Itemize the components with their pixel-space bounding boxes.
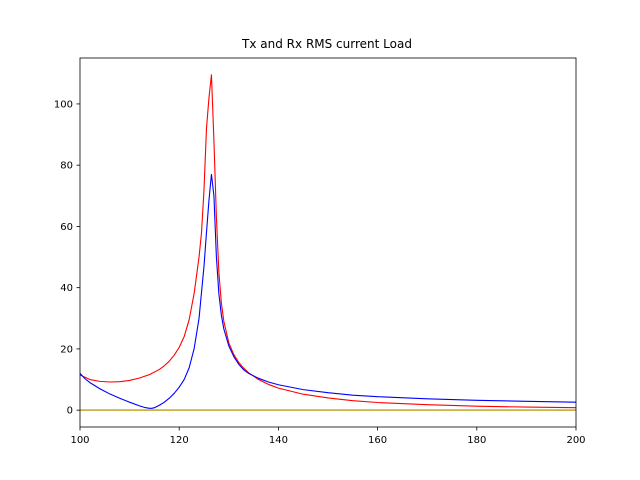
axes-frame <box>79 57 577 428</box>
y-tick-label: 80 <box>60 161 73 172</box>
series-line-1 <box>80 74 576 409</box>
y-tick-label: 60 <box>60 222 73 233</box>
x-tick-label: 140 <box>269 435 288 446</box>
x-tick-label: 180 <box>467 435 486 446</box>
x-tick-label: 160 <box>368 435 387 446</box>
series-line-2 <box>80 173 576 409</box>
plot-area: 100 120 140 160 180 200 0 20 40 60 80 100 <box>54 57 586 446</box>
y-tick-label: 40 <box>60 283 73 294</box>
x-tick-label: 200 <box>566 435 585 446</box>
chart-title: Tx and Rx RMS current Load <box>241 37 412 51</box>
y-tick-label: 20 <box>60 344 73 355</box>
x-tick-label: 100 <box>70 435 89 446</box>
y-tick-label: 0 <box>67 406 73 417</box>
y-tick-label: 100 <box>54 99 73 110</box>
x-tick-label: 120 <box>170 435 189 446</box>
